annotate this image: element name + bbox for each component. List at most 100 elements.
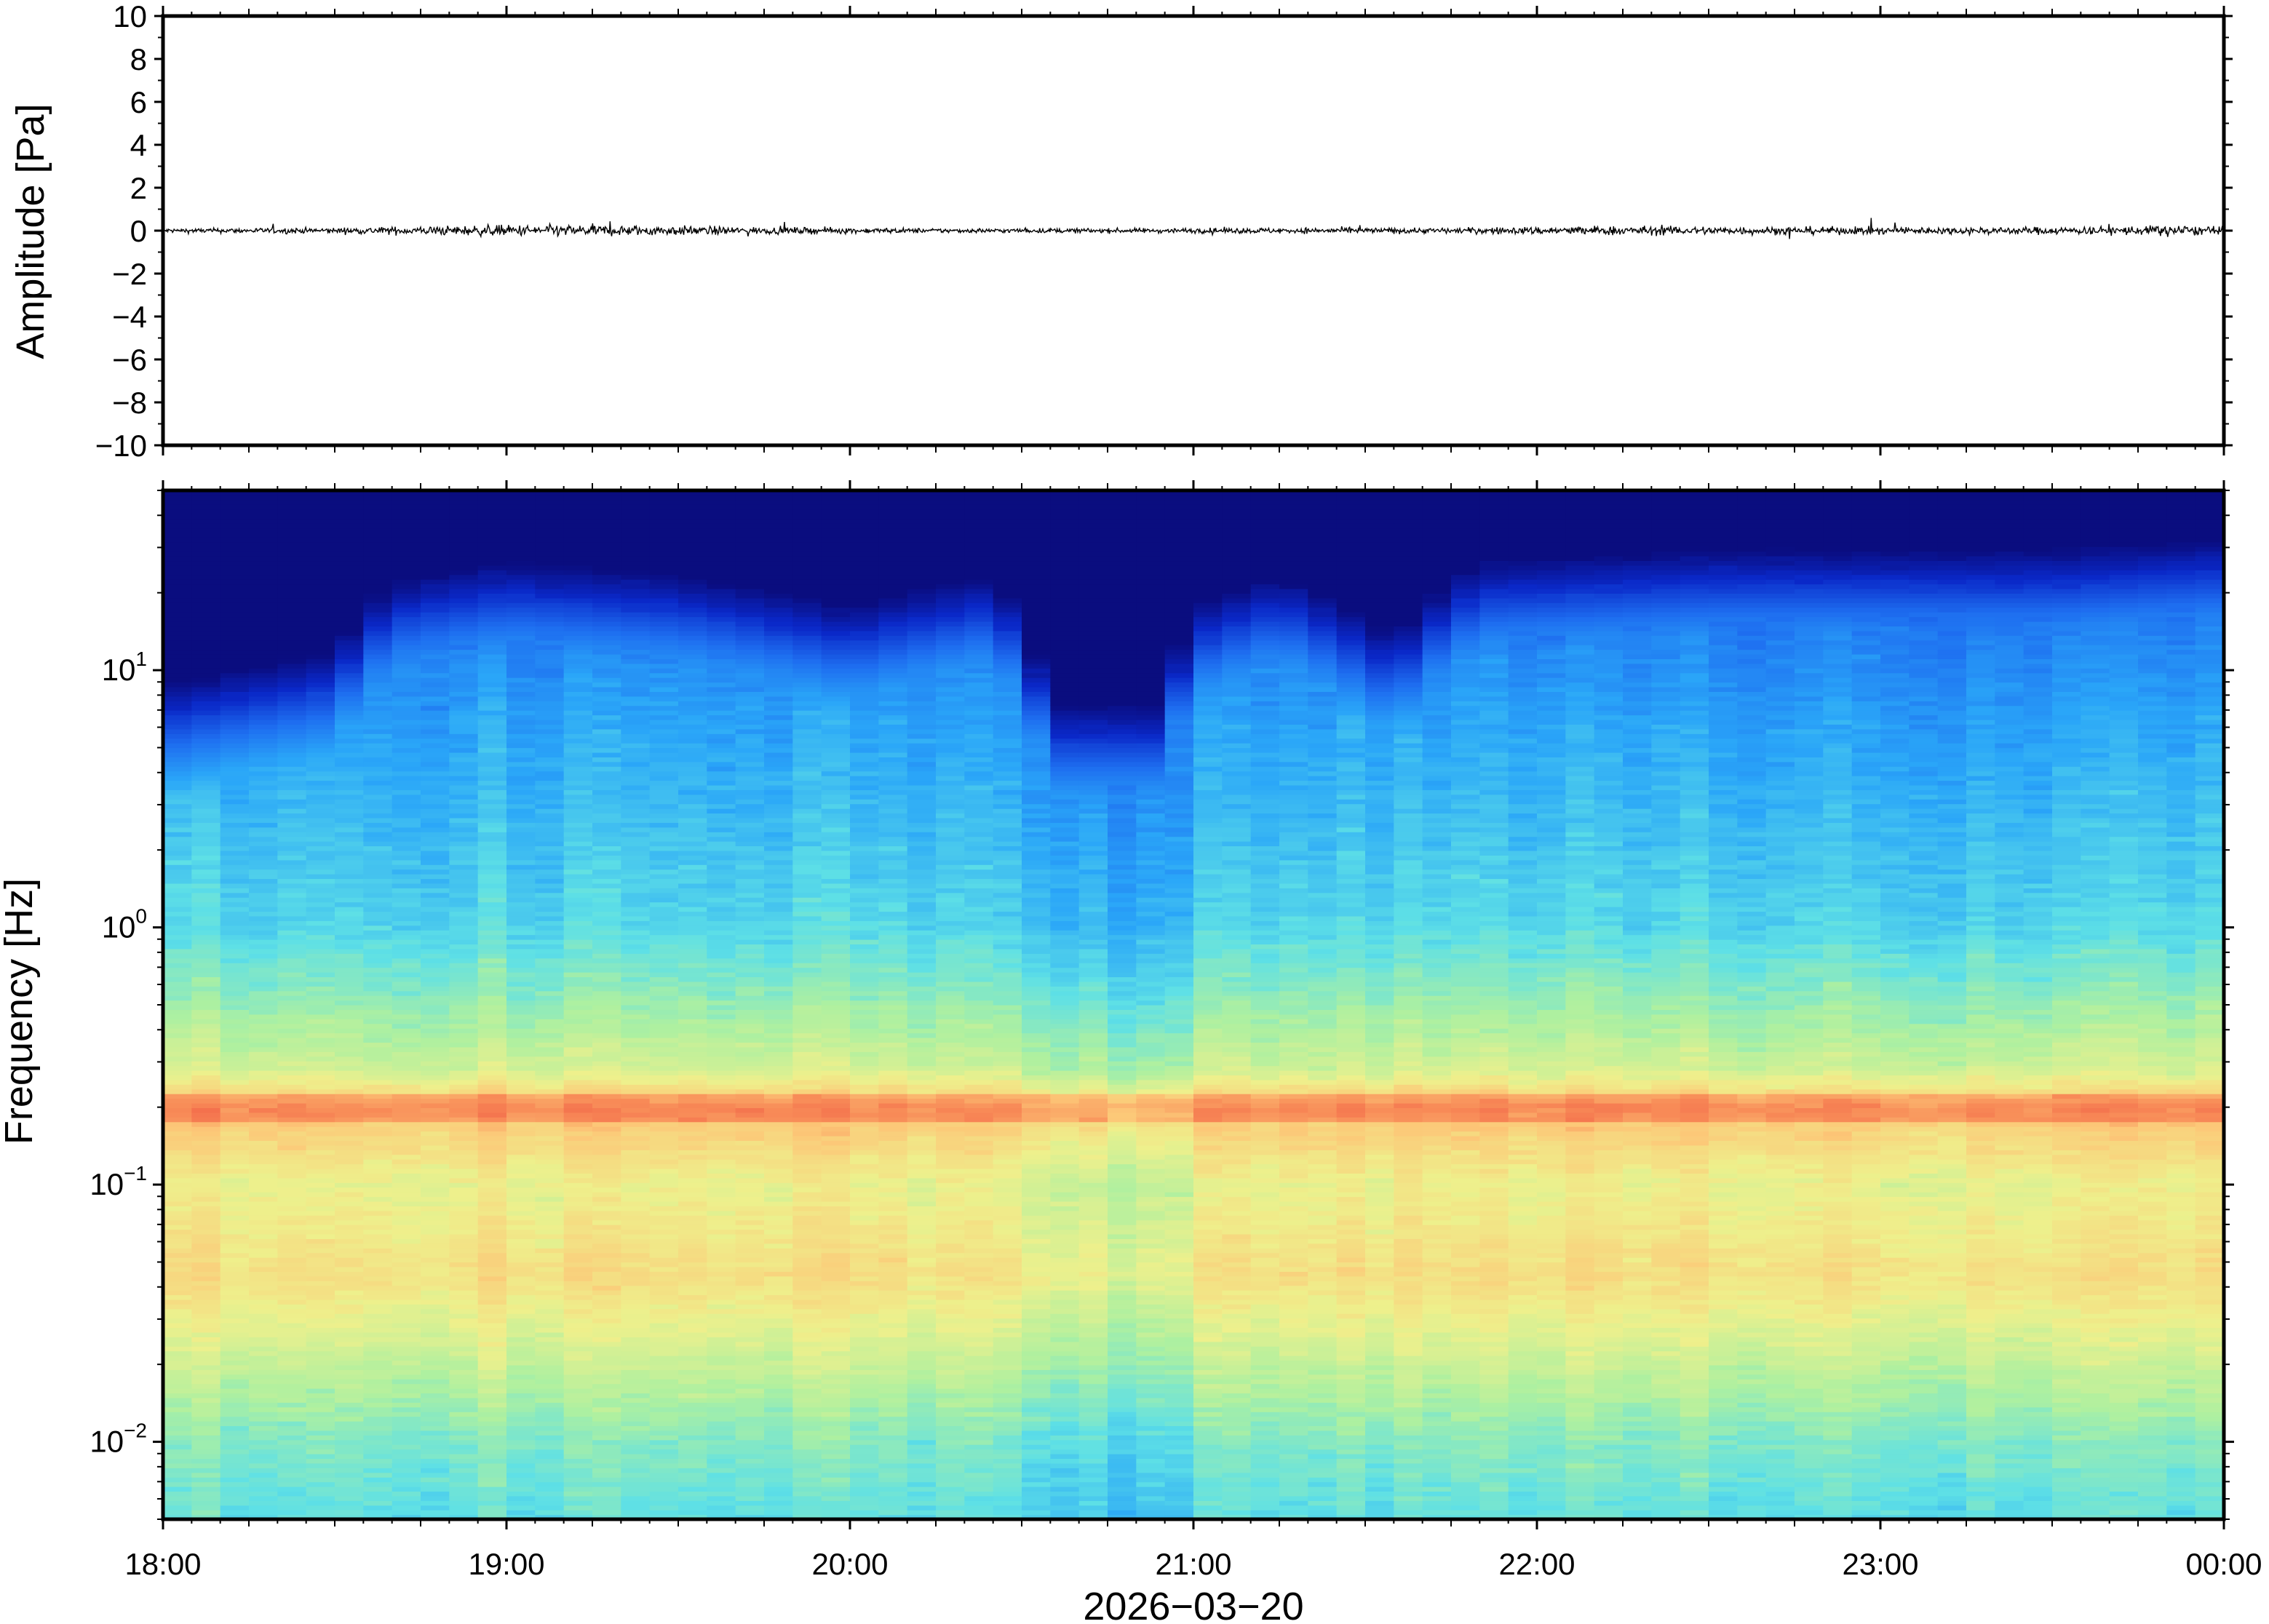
spectrogram-cell <box>563 901 593 907</box>
spectrogram-cell <box>764 738 793 744</box>
spectrogram-cell <box>477 845 507 851</box>
spectrogram-cell <box>363 1374 393 1380</box>
spectrogram-cell <box>363 869 393 875</box>
spectrogram-cell <box>678 939 707 945</box>
spectrogram-cell <box>477 859 507 865</box>
spectrogram-cell <box>477 1327 507 1333</box>
spectrogram-cell <box>449 1510 479 1516</box>
spectrogram-cell <box>335 803 364 809</box>
spectrogram-cell <box>163 630 192 636</box>
spectrogram-cell <box>449 920 479 926</box>
spectrogram-cell <box>306 1458 335 1464</box>
spectrogram-cell <box>363 607 393 613</box>
spectrogram-cell <box>392 864 421 870</box>
spectrogram-cell <box>735 579 765 585</box>
spectrogram-cell <box>449 1196 479 1202</box>
spectrogram-cell <box>306 1397 335 1403</box>
spectrogram-cell <box>449 1248 479 1254</box>
spectrogram-cell <box>592 626 621 632</box>
spectrogram-cell <box>621 616 651 622</box>
spectrogram-cell <box>306 1346 335 1352</box>
spectrogram-cell <box>592 836 621 842</box>
spectrogram-cell <box>592 874 621 880</box>
spectrogram-cell <box>678 911 707 917</box>
spectrogram-cell <box>335 995 364 1001</box>
spectrogram-cell <box>220 915 250 921</box>
spectrogram-cell <box>649 911 679 917</box>
spectrogram-cell <box>592 776 621 781</box>
spectrogram-cell <box>249 1084 278 1090</box>
spectrogram-cell <box>735 1252 765 1258</box>
spectrogram-cell <box>392 677 421 683</box>
spectrogram-cell <box>277 897 307 903</box>
spectrogram-cell <box>449 1402 479 1408</box>
spectrogram-cell <box>363 859 393 865</box>
spectrogram-cell <box>249 1009 278 1015</box>
spectrogram-cell <box>707 1458 736 1464</box>
spectrogram-cell <box>649 1388 679 1394</box>
spectrogram-cell <box>535 1458 565 1464</box>
spectrogram-cell <box>363 645 393 650</box>
spectrogram-cell <box>191 981 221 987</box>
spectrogram-cell <box>764 1215 793 1221</box>
spectrogram-cell <box>277 607 307 613</box>
spectrogram-cell <box>506 1150 536 1155</box>
spectrogram-cell <box>392 1135 421 1141</box>
spectrogram-cell <box>421 1421 450 1427</box>
spectrogram-cell <box>563 1173 593 1179</box>
spectrogram-cell <box>392 579 421 585</box>
spectrogram-cell <box>649 743 679 749</box>
spectrogram-cell <box>592 1439 621 1445</box>
spectrogram-cell <box>449 1168 479 1174</box>
spectrogram-cell <box>506 555 536 562</box>
spectrogram-cell <box>392 551 421 557</box>
spectrogram-cell <box>649 1196 679 1202</box>
spectrogram-cell <box>363 537 393 543</box>
spectrogram-cell <box>249 1248 278 1254</box>
spectrogram-cell <box>306 1271 335 1277</box>
spectrogram-cell <box>506 832 536 837</box>
spectrogram-cell <box>649 869 679 875</box>
spectrogram-cell <box>764 1416 793 1422</box>
spectrogram-cell <box>191 1500 221 1506</box>
spectrogram-cell <box>592 522 621 529</box>
spectrogram-cell <box>477 855 507 861</box>
spectrogram-cell <box>363 1102 393 1108</box>
spectrogram-cell <box>220 509 250 514</box>
spectrogram-cell <box>421 1243 450 1249</box>
spectrogram-cell <box>277 776 307 781</box>
spectrogram-cell <box>563 1304 593 1310</box>
spectrogram-cell <box>421 1009 450 1015</box>
spectrogram-cell <box>220 1318 250 1324</box>
spectrogram-cell <box>649 1397 679 1403</box>
spectrogram-cell <box>649 1028 679 1034</box>
spectrogram-cell <box>335 1192 364 1198</box>
spectrogram-cell <box>335 1145 364 1150</box>
spectrogram-cell <box>335 1238 364 1244</box>
spectrogram-cell <box>363 1173 393 1179</box>
spectrogram-cell <box>277 986 307 992</box>
spectrogram-cell <box>277 1369 307 1375</box>
spectrogram-cell <box>535 1238 565 1244</box>
spectrogram-cell <box>449 822 479 828</box>
spectrogram-cell <box>449 1327 479 1333</box>
spectrogram-cell <box>707 724 736 730</box>
spectrogram-cell <box>735 1514 765 1519</box>
spectrogram-cell <box>535 953 565 959</box>
spectrogram-cell <box>163 1505 192 1510</box>
spectrogram-cell <box>707 495 736 501</box>
spectrogram-cell <box>335 528 364 533</box>
spectrogram-cell <box>220 1262 250 1267</box>
spectrogram-cell <box>506 1281 536 1286</box>
spectrogram-cell <box>535 776 565 781</box>
spectrogram-cell <box>249 1135 278 1141</box>
spectrogram-cell <box>335 1491 364 1497</box>
spectrogram-cell <box>649 981 679 987</box>
spectrogram-cell <box>764 794 793 800</box>
spectrogram-cell <box>649 939 679 945</box>
spectrogram-cell <box>735 1112 765 1118</box>
spectrogram-cell <box>335 1094 364 1099</box>
spectrogram-cell <box>335 892 364 898</box>
spectrogram-cell <box>764 1346 793 1352</box>
spectrogram-cell <box>707 1201 736 1206</box>
